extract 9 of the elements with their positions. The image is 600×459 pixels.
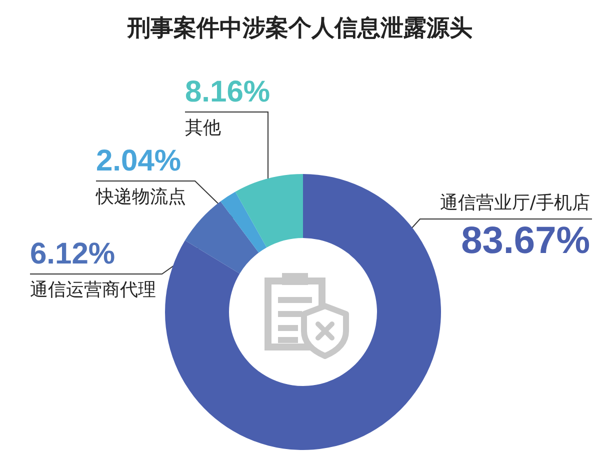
- slice-label: 其他: [185, 118, 221, 138]
- slice-label: 快递物流点: [95, 186, 186, 208]
- data-label: 8.16%: [185, 76, 270, 108]
- slice-label: 通信运营商代理: [30, 280, 156, 300]
- slice-label: 通信营业厅/手机店: [440, 192, 590, 214]
- data-label: 6.12%: [30, 238, 116, 270]
- data-label: 2.04%: [96, 144, 182, 178]
- chart-title: 刑事案件中涉案个人信息泄露源头: [126, 14, 472, 42]
- data-label: 83.67%: [461, 220, 590, 262]
